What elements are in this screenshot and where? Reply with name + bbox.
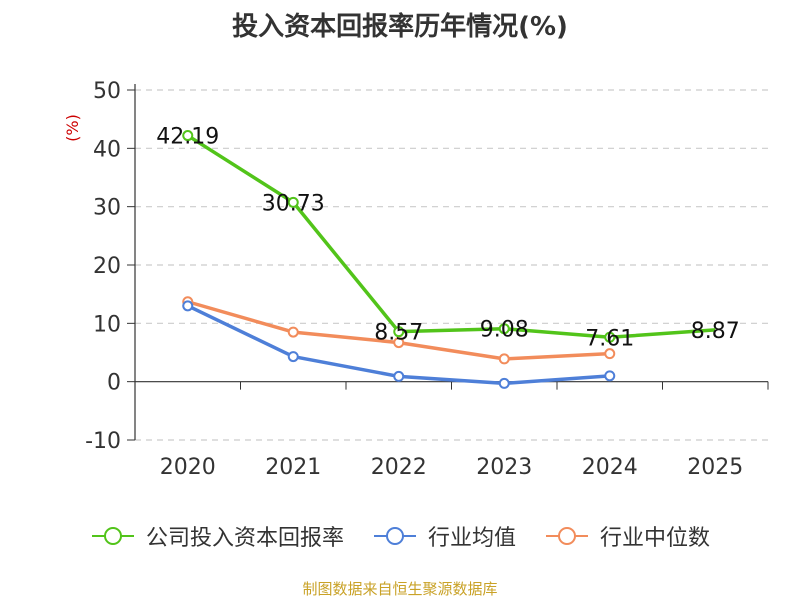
- data-point: [287, 326, 299, 338]
- legend-item-company[interactable]: 公司投入资本回报率: [90, 520, 344, 552]
- legend-marker-industry-mean: [373, 527, 416, 545]
- data-point: [498, 323, 510, 335]
- y-tick-label: 20: [93, 254, 121, 279]
- legend: 公司投入资本回报率 行业均值 行业中位数: [0, 520, 800, 552]
- x-tick-label: 2020: [160, 455, 216, 480]
- data-point: [393, 326, 405, 338]
- data-point: [182, 300, 194, 312]
- legend-label-company: 公司投入资本回报率: [145, 526, 344, 551]
- x-tick-label: 2021: [265, 455, 321, 480]
- x-tick-label: 2023: [476, 455, 532, 480]
- y-tick-label: 50: [93, 79, 121, 104]
- y-tick-label: 0: [107, 371, 121, 396]
- data-point: [604, 370, 616, 382]
- legend-label-industry-mean: 行业均值: [427, 526, 516, 551]
- data-point: [604, 331, 616, 343]
- data-point: [393, 337, 405, 349]
- y-tick-label: 10: [93, 312, 121, 337]
- data-point: [498, 353, 510, 365]
- legend-marker-industry-median: [546, 527, 588, 545]
- legend-label-industry-median: 行业中位数: [600, 526, 711, 551]
- data-label: 7.61: [585, 326, 634, 351]
- x-tick-label: 2024: [582, 455, 638, 480]
- data-label: 8.57: [374, 321, 423, 346]
- legend-item-industry-mean[interactable]: 行业均值: [372, 520, 516, 552]
- data-label: 9.08: [480, 318, 529, 343]
- data-point: [287, 196, 299, 208]
- data-label: 8.87: [691, 319, 740, 344]
- legend-item-industry-median[interactable]: 行业中位数: [544, 520, 710, 552]
- data-point: [604, 348, 616, 360]
- series-line: [186, 134, 716, 340]
- legend-marker-company: [91, 527, 134, 545]
- y-tick-label: 30: [93, 196, 121, 221]
- x-tick-label: 2025: [687, 455, 743, 480]
- x-tick-label: 2022: [371, 455, 427, 480]
- data-label: 30.73: [262, 191, 325, 216]
- data-point: [498, 377, 510, 389]
- y-tick-label: 40: [93, 137, 121, 162]
- data-point: [393, 370, 405, 382]
- chart-title: 投入资本回报率历年情况(%): [232, 12, 568, 42]
- source-note: 制图数据来自恒生聚源数据库: [302, 580, 498, 598]
- y-tick-label: -10: [85, 429, 121, 454]
- y-axis-label: (%): [63, 114, 82, 142]
- data-point: [182, 130, 194, 142]
- data-label: 42.19: [156, 125, 219, 150]
- data-point: [287, 351, 299, 363]
